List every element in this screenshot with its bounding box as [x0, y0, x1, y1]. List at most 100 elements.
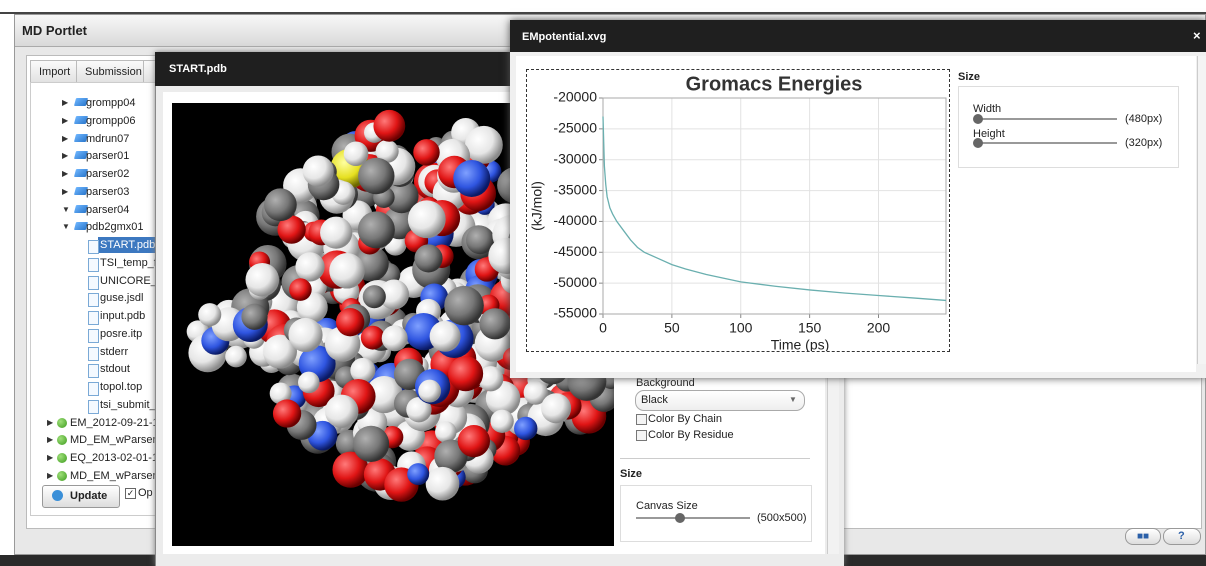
tree-label[interactable]: parser01: [86, 149, 129, 163]
x-tick-label: 150: [798, 320, 822, 336]
plot-header: [510, 20, 1206, 52]
slider-track: [636, 517, 750, 519]
tab[interactable]: Submission: [76, 60, 151, 82]
x-tick-label: 100: [729, 320, 753, 336]
tab[interactable]: Import: [30, 60, 79, 82]
tree-label[interactable]: pdb2gmx01: [86, 220, 144, 234]
tree-label[interactable]: TSI_temp_fi: [100, 256, 159, 270]
expander[interactable]: ▶: [47, 416, 53, 430]
y-tick-label: -45000: [553, 243, 597, 259]
expander[interactable]: ▶: [62, 114, 68, 128]
tree-label[interactable]: parser02: [86, 167, 129, 181]
canvas-size-label: Canvas Size: [636, 499, 698, 513]
atom: [350, 358, 375, 383]
tree-label[interactable]: MD_EM_wParser: [70, 469, 156, 483]
screen: MD Portlet Import Submission ▶grompp04▶g…: [0, 0, 1206, 566]
atom: [453, 160, 490, 197]
checkbox[interactable]: [636, 414, 647, 425]
plot-frame: [603, 98, 946, 314]
tree-icon: [57, 453, 67, 463]
tree-label[interactable]: EM_2012-09-21-1(: [70, 416, 162, 430]
expander[interactable]: ▶: [62, 185, 68, 199]
atom: [414, 244, 442, 272]
expander[interactable]: ▶: [62, 96, 68, 110]
size-heading: Size: [958, 70, 980, 84]
checkbox-label: Color By Chain: [648, 412, 722, 426]
atom: [465, 126, 503, 164]
tree-label[interactable]: mdrun07: [86, 132, 129, 146]
atom: [358, 158, 394, 194]
atom: [353, 426, 389, 462]
height-value: (320px): [1125, 136, 1162, 150]
expander[interactable]: ▶: [47, 451, 53, 465]
tree-label[interactable]: parser03: [86, 185, 129, 199]
update-icon: [52, 490, 63, 501]
slider-knob[interactable]: [973, 114, 983, 124]
option-label: Op: [138, 486, 153, 500]
tree-label[interactable]: posre.itp: [100, 327, 142, 341]
atom: [289, 278, 312, 301]
expander[interactable]: ▼: [62, 203, 70, 217]
atom: [329, 253, 365, 289]
update-label: Update: [70, 489, 107, 503]
expander[interactable]: ▶: [62, 149, 68, 163]
tree-icon: [88, 347, 99, 361]
y-tick-label: -30000: [553, 150, 597, 166]
tree-label[interactable]: topol.top: [100, 380, 142, 394]
tree-label[interactable]: parser04: [86, 203, 129, 217]
tree-label[interactable]: stdout: [100, 362, 130, 376]
atom: [373, 110, 405, 142]
checkbox-label: Color By Residue: [648, 428, 734, 442]
y-tick-label: -50000: [553, 274, 597, 290]
tree-label[interactable]: UNICORE_: [100, 274, 157, 288]
slider-knob[interactable]: [973, 138, 983, 148]
y-tick-label: -25000: [553, 120, 597, 136]
tree-label[interactable]: stderr: [100, 345, 128, 359]
expander[interactable]: ▶: [47, 433, 53, 447]
atom: [435, 421, 457, 443]
atom: [426, 467, 460, 501]
tree-icon: [88, 311, 99, 325]
tree-icon: [88, 276, 99, 290]
tree-label[interactable]: MD_EM_wParser_: [70, 433, 162, 447]
atom: [245, 263, 279, 297]
users-button[interactable]: ■■: [1125, 528, 1161, 545]
expander[interactable]: ▶: [47, 469, 53, 483]
size-heading: Size: [620, 467, 642, 481]
canvas-size-value: (500x500): [757, 511, 807, 525]
slider-track: [978, 118, 1117, 120]
atom: [273, 399, 301, 427]
expander[interactable]: ▶: [62, 167, 68, 181]
atom: [288, 318, 322, 352]
atom: [225, 346, 247, 368]
tree-label[interactable]: grompp06: [86, 114, 136, 128]
plot-scrollbar[interactable]: [1197, 56, 1206, 364]
atom: [295, 252, 324, 281]
atom: [448, 356, 483, 391]
y-tick-label: -40000: [553, 212, 597, 228]
expander[interactable]: ▼: [62, 220, 70, 234]
tree-label[interactable]: EQ_2013-02-01-1: [70, 451, 158, 465]
slider-track: [978, 142, 1117, 144]
atom: [514, 417, 537, 440]
close-button[interactable]: ×: [1193, 29, 1201, 43]
background-value: Black: [641, 393, 668, 407]
tree-label[interactable]: grompp04: [86, 96, 136, 110]
atom: [303, 155, 334, 186]
atom: [458, 425, 490, 457]
atom: [479, 308, 510, 339]
checkbox[interactable]: [636, 430, 647, 441]
chart: Gromacs Energies Time (ps) (kJ/mol) -200…: [526, 69, 950, 352]
tree-label[interactable]: guse.jsdl: [100, 291, 143, 305]
atom: [264, 188, 297, 221]
tree-label[interactable]: input.pdb: [100, 309, 145, 323]
expander[interactable]: ▶: [62, 132, 68, 146]
tree-icon: [88, 364, 99, 378]
x-tick-label: 0: [599, 320, 607, 336]
tree-label[interactable]: START.pdb: [100, 238, 155, 252]
plot-title: EMpotential.xvg: [522, 30, 606, 44]
tree-label[interactable]: tsi_submit_: [100, 398, 156, 412]
slider-knob[interactable]: [675, 513, 685, 523]
checkbox[interactable]: ✓: [125, 488, 136, 499]
viewer-title: START.pdb: [169, 62, 227, 76]
